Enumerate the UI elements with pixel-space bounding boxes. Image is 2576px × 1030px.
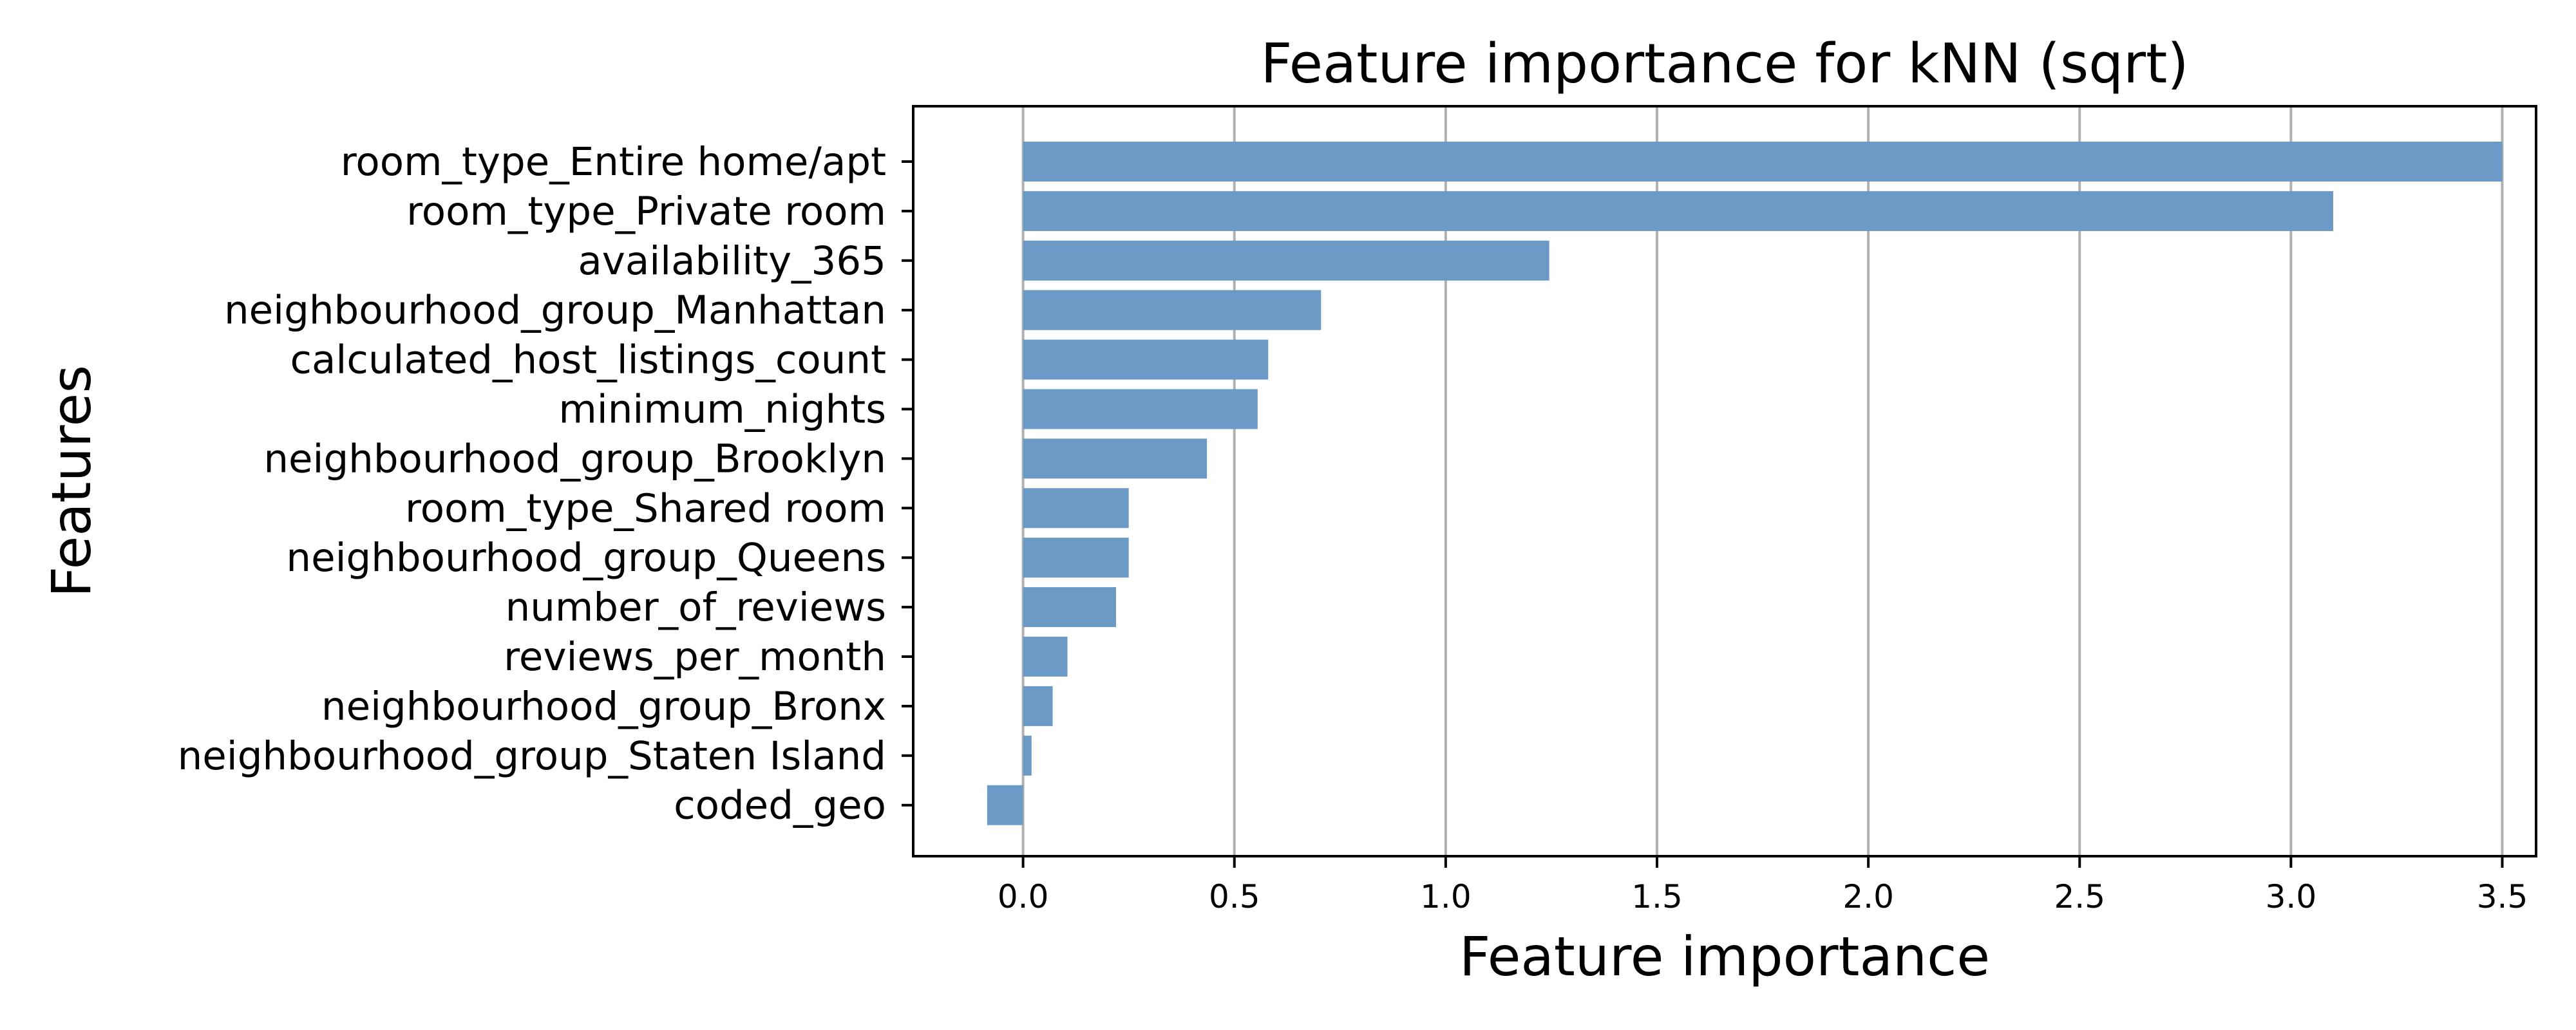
bar xyxy=(1023,587,1116,628)
bar xyxy=(1023,240,1549,281)
category-label: coded_geo xyxy=(674,783,886,829)
category-label: neighbourhood_group_Bronx xyxy=(321,684,886,729)
bar xyxy=(1023,389,1258,429)
x-tick-label: 1.5 xyxy=(1631,878,1683,915)
x-tick-label: 1.0 xyxy=(1420,878,1472,915)
y-axis-category-labels: room_type_Entire home/aptroom_type_Priva… xyxy=(178,139,913,829)
category-label: neighbourhood_group_Brooklyn xyxy=(263,436,886,482)
category-label: availability_365 xyxy=(578,238,886,284)
x-tick-label: 0.0 xyxy=(998,878,1049,915)
x-tick-label: 3.5 xyxy=(2477,878,2528,915)
x-tick-label: 2.0 xyxy=(1842,878,1894,915)
x-axis-ticks: 0.0 0.5 1.0 1.5 2.0 2.5 3.0 3.5 xyxy=(998,856,2528,915)
bar xyxy=(1023,142,2503,182)
category-label: room_type_Private room xyxy=(406,189,886,234)
category-label: neighbourhood_group_Staten Island xyxy=(178,733,886,779)
bar xyxy=(1023,339,1269,380)
chart-title: Feature importance for kNN (sqrt) xyxy=(1260,32,2188,96)
category-label: minimum_nights xyxy=(558,387,886,433)
x-axis-label: Feature importance xyxy=(1459,925,1990,988)
x-tick-label: 2.5 xyxy=(2054,878,2105,915)
category-label: neighbourhood_group_Queens xyxy=(286,535,886,581)
category-label: room_type_Shared room xyxy=(405,485,886,531)
category-label: neighbourhood_group_Manhattan xyxy=(224,288,886,333)
y-axis-label: Features xyxy=(40,365,103,597)
bar xyxy=(1023,438,1208,479)
category-label: reviews_per_month xyxy=(504,634,886,680)
bar xyxy=(1023,686,1053,726)
bars-layer xyxy=(987,142,2503,825)
bar xyxy=(1023,488,1129,529)
bar xyxy=(1023,735,1032,776)
category-label: room_type_Entire home/apt xyxy=(341,139,886,185)
x-tick-label: 3.0 xyxy=(2266,878,2317,915)
bar xyxy=(1023,191,2333,231)
bar xyxy=(1023,290,1321,330)
x-tick-label: 0.5 xyxy=(1209,878,1260,915)
category-label: calculated_host_listings_count xyxy=(290,337,886,383)
plot-frame xyxy=(912,105,2537,857)
category-label: number_of_reviews xyxy=(506,585,886,630)
grid-layer xyxy=(1021,106,2504,856)
bar xyxy=(1023,538,1129,578)
bar xyxy=(1023,637,1068,677)
bar xyxy=(987,785,1023,825)
